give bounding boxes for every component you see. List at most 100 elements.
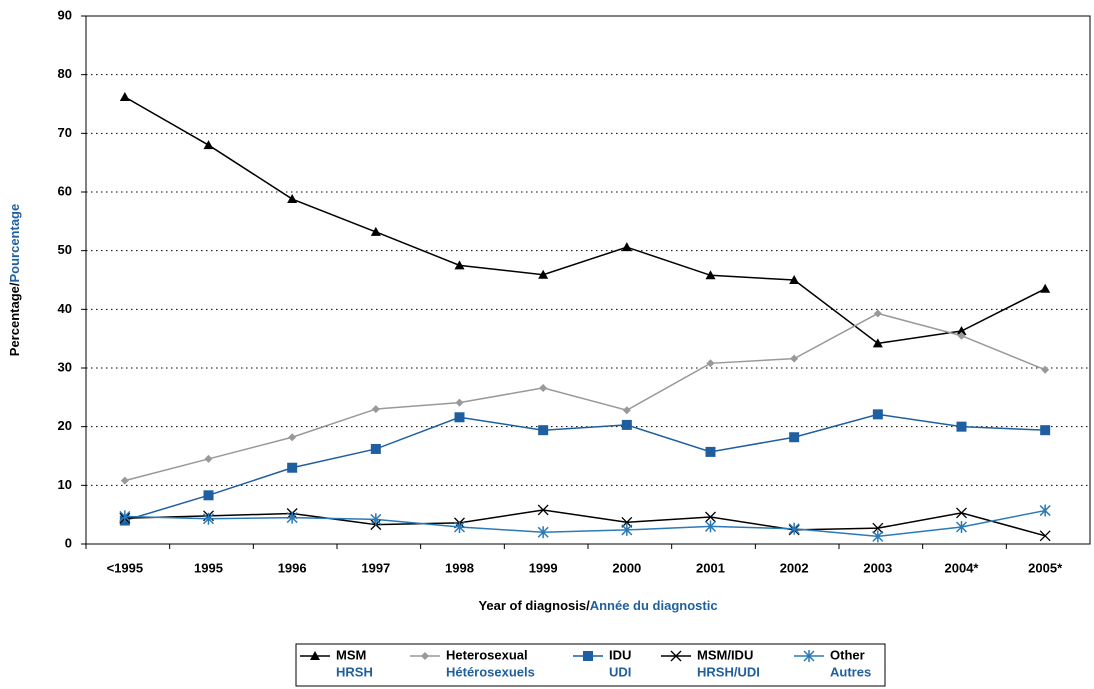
- y-tick-label: 90: [58, 7, 72, 22]
- marker: [286, 511, 298, 524]
- y-tick-label: 0: [65, 535, 72, 550]
- series-line: [124, 413, 1046, 522]
- y-tick-label: 80: [58, 66, 72, 81]
- legend-box: [295, 643, 886, 687]
- x-tick-label: 1996: [278, 560, 307, 575]
- marker: [539, 383, 548, 392]
- marker: [370, 226, 381, 236]
- marker: [454, 412, 465, 423]
- y-tick-label: 20: [58, 418, 72, 433]
- y-tick-label: 60: [58, 183, 72, 198]
- legend-label: MSM: [336, 647, 366, 662]
- series-line: [124, 96, 1046, 345]
- marker: [1039, 530, 1051, 542]
- y-tick-label: 10: [58, 477, 72, 492]
- marker: [537, 526, 549, 539]
- x-tick-label: 1998: [445, 560, 474, 575]
- marker: [872, 530, 884, 543]
- marker: [706, 359, 715, 368]
- marker: [202, 512, 215, 525]
- y-axis-label: Percentage/Pourcentage: [7, 204, 22, 356]
- y-tick-label: 30: [58, 359, 72, 374]
- y-tick-label: 70: [58, 125, 72, 140]
- marker: [873, 309, 882, 318]
- legend-label: Heterosexual: [446, 647, 528, 662]
- marker: [287, 462, 298, 473]
- x-tick-label: 1995: [194, 560, 223, 575]
- x-tick-label: 1999: [529, 560, 558, 575]
- marker: [789, 432, 800, 443]
- marker: [1041, 365, 1050, 374]
- marker: [120, 476, 129, 485]
- x-tick-label: 2000: [612, 560, 641, 575]
- plot-frame: [85, 15, 1091, 545]
- legend-label: Other: [830, 647, 865, 662]
- series-line: [124, 509, 1046, 537]
- legend-marker: [310, 651, 320, 660]
- legend-marker: [421, 652, 429, 660]
- marker: [621, 523, 633, 536]
- marker: [119, 510, 131, 523]
- x-label-fr: Année du diagnostic: [590, 598, 718, 613]
- marker: [956, 507, 967, 519]
- marker: [1039, 504, 1051, 517]
- legend-label-fr: UDI: [609, 664, 631, 679]
- y-tick-label: 40: [58, 301, 72, 316]
- legend-label-fr: HRSH: [336, 664, 373, 679]
- x-tick-label: 2003: [863, 560, 892, 575]
- x-tick-label: 1997: [361, 560, 390, 575]
- marker: [955, 520, 968, 533]
- x-tick-label: 2005*: [1028, 560, 1063, 575]
- marker: [370, 513, 382, 526]
- marker: [790, 354, 799, 363]
- marker: [956, 421, 967, 432]
- x-tick-label: 2001: [696, 560, 725, 575]
- legend-label: IDU: [609, 647, 631, 662]
- x-axis-label: Year of diagnosis/Année du diagnostic: [478, 598, 717, 613]
- x-label-en: Year of diagnosis/: [478, 598, 590, 613]
- marker: [538, 269, 549, 279]
- y-label-fr: Pourcentage: [7, 204, 22, 283]
- marker: [538, 425, 549, 436]
- x-tick-label: 2002: [780, 560, 809, 575]
- legend-label-fr: Autres: [830, 664, 871, 679]
- marker: [287, 194, 298, 204]
- marker: [453, 520, 466, 533]
- y-tick-label: 50: [58, 242, 72, 257]
- legend-marker: [803, 650, 815, 662]
- legend-marker: [583, 651, 593, 661]
- marker: [788, 522, 800, 535]
- marker: [370, 443, 381, 454]
- marker: [705, 511, 716, 523]
- series-line: [124, 509, 1046, 538]
- marker: [705, 446, 716, 457]
- marker: [789, 275, 800, 284]
- marker: [621, 242, 632, 252]
- marker: [872, 338, 883, 348]
- legend-label-fr: Hétérosexuels: [446, 664, 535, 679]
- x-tick-label: 2004*: [945, 560, 980, 575]
- marker: [119, 91, 130, 101]
- series-line: [124, 312, 1046, 482]
- marker: [621, 419, 632, 430]
- legend-label: MSM/IDU: [697, 647, 753, 662]
- marker: [704, 520, 717, 533]
- marker: [203, 140, 214, 150]
- y-label-en: Percentage/: [7, 282, 22, 356]
- marker: [371, 405, 380, 414]
- x-tick-label: <1995: [107, 560, 144, 575]
- marker: [455, 398, 464, 407]
- marker: [203, 490, 214, 501]
- marker: [957, 331, 966, 340]
- legend-label-fr: HRSH/UDI: [697, 664, 760, 679]
- marker: [622, 406, 631, 415]
- marker: [705, 270, 716, 280]
- marker: [1040, 283, 1051, 293]
- marker: [872, 409, 883, 420]
- marker: [537, 504, 549, 516]
- marker: [956, 326, 967, 336]
- legend-marker: [670, 650, 682, 662]
- marker: [872, 522, 884, 534]
- marker: [204, 454, 213, 463]
